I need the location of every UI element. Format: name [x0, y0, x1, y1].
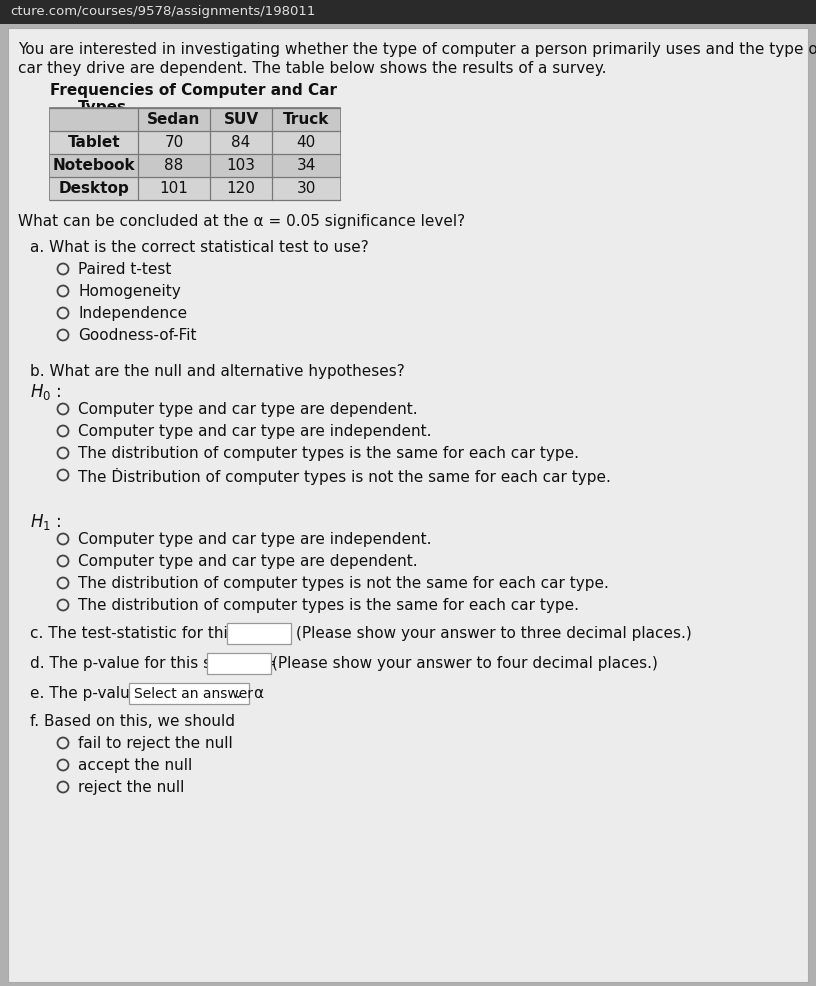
Text: ⌄: ⌄	[232, 688, 242, 701]
Text: accept the null: accept the null	[78, 758, 193, 773]
Text: b. What are the null and alternative hypotheses?: b. What are the null and alternative hyp…	[30, 364, 405, 379]
Text: Homogeneity: Homogeneity	[78, 284, 181, 299]
FancyBboxPatch shape	[50, 177, 340, 200]
Text: Types: Types	[78, 100, 127, 115]
Text: $H_0$ :: $H_0$ :	[30, 382, 61, 402]
Text: The Ḋistribution of computer types is not the same for each car type.: The Ḋistribution of computer types is no…	[78, 468, 611, 485]
Text: cture.com/courses/9578/assignments/198011: cture.com/courses/9578/assignments/19801…	[10, 6, 315, 19]
Text: (Please show your answer to four decimal places.): (Please show your answer to four decimal…	[272, 656, 658, 671]
Text: 101: 101	[160, 181, 188, 196]
Text: Sedan: Sedan	[148, 112, 201, 127]
Text: Computer type and car type are dependent.: Computer type and car type are dependent…	[78, 554, 418, 569]
Text: 103: 103	[227, 158, 255, 173]
Text: e. The p-value is: e. The p-value is	[30, 686, 157, 701]
Text: Goodness-of-Fit: Goodness-of-Fit	[78, 328, 197, 343]
Text: Paired t-test: Paired t-test	[78, 262, 171, 277]
Text: The distribution of computer types is the same for each car type.: The distribution of computer types is th…	[78, 446, 579, 461]
Text: a. What is the correct statistical test to use?: a. What is the correct statistical test …	[30, 240, 369, 255]
Text: Independence: Independence	[78, 306, 187, 321]
Text: SUV: SUV	[224, 112, 259, 127]
Text: d. The p-value for this sample =: d. The p-value for this sample =	[30, 656, 277, 671]
Text: reject the null: reject the null	[78, 780, 184, 795]
Text: Computer type and car type are independent.: Computer type and car type are independe…	[78, 424, 432, 439]
Text: fail to reject the null: fail to reject the null	[78, 736, 233, 751]
Text: Truck: Truck	[283, 112, 329, 127]
Text: Notebook: Notebook	[53, 158, 135, 173]
Text: 34: 34	[296, 158, 316, 173]
Text: car they drive are dependent. The table below shows the results of a survey.: car they drive are dependent. The table …	[18, 61, 606, 76]
Text: 30: 30	[296, 181, 316, 196]
Text: What can be concluded at the α = 0.05 significance level?: What can be concluded at the α = 0.05 si…	[18, 214, 465, 229]
FancyBboxPatch shape	[207, 653, 271, 674]
Text: 120: 120	[227, 181, 255, 196]
FancyBboxPatch shape	[8, 28, 808, 982]
FancyBboxPatch shape	[129, 683, 249, 704]
FancyBboxPatch shape	[50, 154, 340, 177]
Text: α: α	[253, 686, 263, 701]
Text: The distribution of computer types is the same for each car type.: The distribution of computer types is th…	[78, 598, 579, 613]
Text: (Please show your answer to three decimal places.): (Please show your answer to three decima…	[296, 626, 692, 641]
Text: Tablet: Tablet	[68, 135, 120, 150]
Text: $H_1$ :: $H_1$ :	[30, 512, 61, 532]
Text: 40: 40	[296, 135, 316, 150]
Text: Frequencies of Computer and Car: Frequencies of Computer and Car	[50, 83, 337, 98]
Text: 70: 70	[164, 135, 184, 150]
FancyBboxPatch shape	[50, 108, 340, 200]
Text: You are interested in investigating whether the type of computer a person primar: You are interested in investigating whet…	[18, 42, 816, 57]
Text: f. Based on this, we should: f. Based on this, we should	[30, 714, 235, 729]
Text: c. The test-statistic for this data =: c. The test-statistic for this data =	[30, 626, 293, 641]
Text: 84: 84	[232, 135, 251, 150]
Text: Computer type and car type are dependent.: Computer type and car type are dependent…	[78, 402, 418, 417]
Text: Desktop: Desktop	[59, 181, 130, 196]
FancyBboxPatch shape	[227, 623, 291, 644]
FancyBboxPatch shape	[50, 108, 340, 131]
Text: Computer type and car type are independent.: Computer type and car type are independe…	[78, 532, 432, 547]
Text: Select an answer: Select an answer	[134, 687, 253, 701]
Text: The distribution of computer types is not the same for each car type.: The distribution of computer types is no…	[78, 576, 609, 591]
Text: 88: 88	[164, 158, 184, 173]
FancyBboxPatch shape	[50, 131, 340, 154]
FancyBboxPatch shape	[0, 0, 816, 24]
